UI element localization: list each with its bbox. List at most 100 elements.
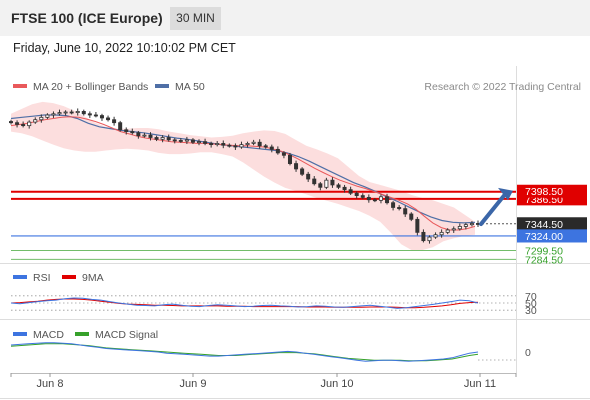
candle (33, 119, 38, 123)
rsi-ma-legend-swatch (62, 275, 76, 279)
candle (69, 111, 74, 114)
candle (385, 196, 390, 204)
candle (63, 111, 68, 114)
price-panel (8, 101, 516, 260)
candle (354, 192, 359, 197)
forecast-arrow-head (498, 187, 513, 201)
rsi-level-label: 30 (525, 305, 537, 317)
candle (203, 141, 208, 144)
candle (148, 134, 153, 138)
candle (300, 168, 305, 175)
macd-legend: MACD MACD Signal (13, 329, 158, 341)
candle (15, 122, 20, 125)
price-label: 7284.50 (525, 254, 563, 266)
macd-signal-line (10, 343, 479, 362)
candle (421, 231, 426, 242)
rsi-legend-label: RSI (33, 272, 51, 284)
candle (294, 163, 299, 170)
candle (469, 223, 474, 226)
candle (457, 226, 462, 230)
rsi-level-label: 70 (525, 291, 537, 303)
candle (227, 144, 232, 147)
ma20-legend-label: MA 20 + Bollinger Bands (33, 81, 148, 93)
ma50-legend-label: MA 50 (175, 81, 205, 93)
candle (439, 231, 444, 236)
candle (75, 111, 80, 113)
price-label-box (517, 184, 587, 198)
candle (21, 124, 26, 127)
candle (463, 224, 468, 227)
candle (397, 207, 402, 210)
candle (360, 195, 365, 198)
candle (312, 178, 317, 185)
candle (112, 119, 117, 124)
candle (281, 152, 286, 156)
candle (142, 134, 147, 137)
candle (27, 121, 32, 127)
candle (372, 199, 377, 202)
candle (403, 208, 408, 215)
candle (445, 229, 450, 233)
instrument-title: FTSE 100 (ICE Europe) (11, 10, 163, 26)
candle (245, 143, 250, 146)
forecast-arrow-shaft (479, 192, 507, 227)
x-axis: Jun 8 Jun 9 Jun 10 Jun 11 (10, 373, 517, 390)
candle (197, 141, 202, 144)
price-label-box (517, 229, 587, 243)
candle (154, 137, 159, 140)
candle (172, 139, 177, 142)
candle (215, 143, 220, 146)
x-axis-label: Jun 8 (37, 378, 64, 390)
price-label: 7324.00 (525, 231, 563, 243)
macd-level-label: 0 (525, 347, 531, 359)
candle (160, 137, 165, 140)
candle (348, 189, 353, 194)
candle (269, 146, 274, 150)
price-label: 7344.50 (525, 219, 563, 231)
macd-signal-legend-label: MACD Signal (95, 329, 158, 341)
price-label: 7398.50 (525, 186, 563, 198)
candle (330, 179, 335, 186)
price-label-box (517, 217, 587, 231)
copyright-text: Research © 2022 Trading Central (424, 81, 581, 93)
rsi-legend-swatch (13, 275, 27, 279)
macd-signal-legend-swatch (75, 332, 89, 336)
candle (251, 141, 256, 144)
price-labels: 7398.507386.507344.507324.007299.507284.… (517, 184, 587, 266)
candle (57, 112, 62, 115)
x-axis-label: Jun 10 (320, 378, 353, 390)
candle (287, 154, 292, 164)
ma50-legend-swatch (155, 84, 169, 88)
timeframe-button[interactable]: 30 MIN (170, 7, 221, 30)
candle (166, 137, 171, 141)
candle (45, 114, 50, 118)
macd-legend-label: MACD (33, 329, 64, 341)
candle (130, 131, 135, 134)
candle (239, 144, 244, 148)
macd-line (10, 342, 479, 362)
candle (8, 121, 13, 124)
candle (178, 140, 183, 142)
candle (415, 218, 420, 233)
candle (221, 143, 226, 146)
candle (233, 145, 238, 148)
candle (257, 141, 262, 147)
candle (87, 113, 92, 116)
header-bar: FTSE 100 (ICE Europe) 30 MIN (0, 0, 590, 36)
rsi-line (10, 297, 479, 309)
timestamp: Friday, June 10, 2022 10:10:02 PM CET (13, 41, 236, 55)
candle (118, 122, 123, 131)
candle (184, 139, 189, 142)
candle (391, 202, 396, 208)
bollinger-band (11, 101, 475, 251)
candle (451, 228, 456, 231)
rsi-legend: RSI 9MA (13, 272, 104, 284)
candle (106, 117, 111, 121)
candle (39, 116, 44, 121)
candle (409, 213, 414, 220)
candle (93, 114, 98, 117)
macd-legend-swatch (13, 332, 27, 336)
candle (324, 179, 329, 188)
